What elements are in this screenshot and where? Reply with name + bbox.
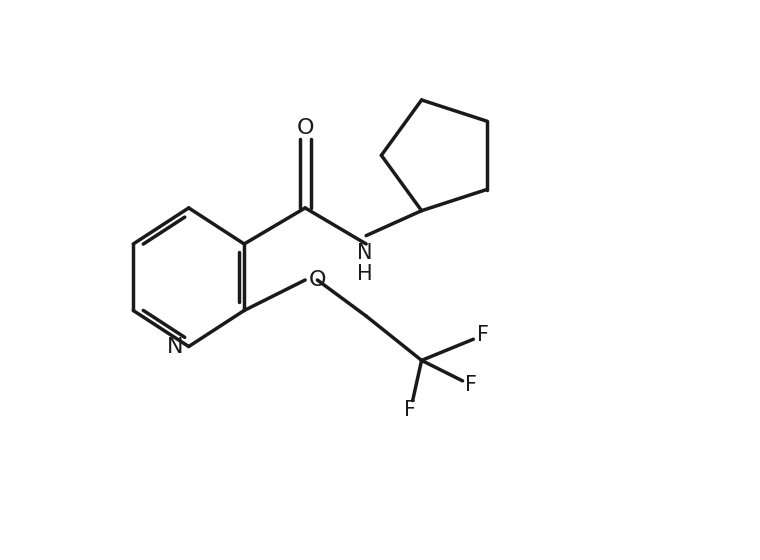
Text: F: F xyxy=(465,375,477,395)
Text: O: O xyxy=(309,270,326,290)
Text: F: F xyxy=(404,400,416,421)
Text: N: N xyxy=(166,337,183,357)
Text: N
H: N H xyxy=(357,242,373,284)
Text: F: F xyxy=(477,325,489,346)
Text: O: O xyxy=(296,118,314,138)
